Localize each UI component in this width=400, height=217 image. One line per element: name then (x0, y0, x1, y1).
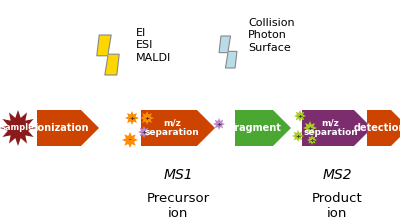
Text: +: + (141, 130, 147, 135)
Text: +: + (129, 115, 135, 120)
Polygon shape (213, 118, 225, 130)
Text: m/z
separation: m/z separation (303, 119, 358, 137)
Text: Product
ion: Product ion (312, 192, 362, 217)
Text: +: + (297, 113, 303, 118)
Text: MS1: MS1 (163, 168, 193, 182)
Text: +: + (307, 125, 313, 130)
Text: EI
ESI
MALDI: EI ESI MALDI (136, 28, 171, 63)
Text: ionization: ionization (34, 123, 88, 133)
Text: m/z
separation: m/z separation (144, 119, 199, 137)
Polygon shape (219, 36, 237, 68)
Text: detection: detection (354, 123, 400, 133)
Polygon shape (292, 130, 304, 142)
Text: Precursor
ion: Precursor ion (146, 192, 210, 217)
Text: -: - (129, 138, 131, 143)
Text: fragment: fragment (230, 123, 281, 133)
Polygon shape (141, 110, 215, 146)
Polygon shape (122, 132, 138, 148)
Text: +: + (216, 122, 222, 127)
Text: Collision
Photon
Surface: Collision Photon Surface (248, 18, 295, 53)
Polygon shape (235, 110, 291, 146)
Polygon shape (294, 110, 306, 122)
Polygon shape (302, 110, 372, 146)
Polygon shape (303, 121, 317, 135)
Polygon shape (307, 135, 317, 145)
Text: +: + (144, 115, 150, 120)
Polygon shape (97, 35, 119, 75)
Polygon shape (138, 126, 150, 138)
Text: sample: sample (1, 123, 35, 133)
Text: +: + (309, 138, 315, 143)
Polygon shape (0, 110, 36, 146)
Text: MS2: MS2 (322, 168, 352, 182)
Polygon shape (37, 110, 99, 146)
Polygon shape (367, 110, 400, 146)
Polygon shape (140, 111, 154, 125)
Polygon shape (125, 111, 139, 125)
Text: +: + (295, 133, 301, 138)
